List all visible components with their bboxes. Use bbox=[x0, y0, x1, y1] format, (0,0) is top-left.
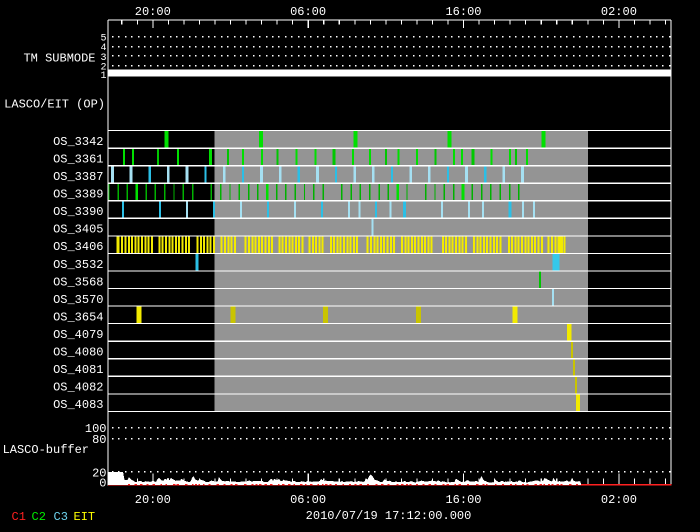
svg-text:OS_3532: OS_3532 bbox=[53, 258, 103, 272]
svg-text:OS_3570: OS_3570 bbox=[53, 293, 103, 307]
svg-text:OS_3405: OS_3405 bbox=[53, 223, 103, 237]
svg-text:C2: C2 bbox=[32, 510, 46, 524]
svg-text:OS_3342: OS_3342 bbox=[53, 135, 103, 149]
svg-text:100: 100 bbox=[85, 422, 107, 436]
svg-text:3: 3 bbox=[100, 53, 106, 64]
svg-text:06:00: 06:00 bbox=[290, 493, 326, 507]
svg-text:20: 20 bbox=[92, 467, 106, 481]
svg-text:80: 80 bbox=[92, 433, 106, 447]
svg-text:TM SUBMODE: TM SUBMODE bbox=[23, 52, 95, 66]
svg-text:1: 1 bbox=[100, 71, 106, 82]
svg-text:LASCO-buffer: LASCO-buffer bbox=[3, 443, 89, 457]
svg-text:0: 0 bbox=[99, 476, 106, 490]
svg-text:OS_3389: OS_3389 bbox=[53, 188, 103, 202]
svg-text:OS_4083: OS_4083 bbox=[53, 398, 103, 412]
svg-text:OS_4081: OS_4081 bbox=[53, 363, 103, 377]
svg-text:EIT: EIT bbox=[74, 510, 96, 524]
svg-text:OS_3361: OS_3361 bbox=[53, 153, 103, 167]
svg-text:C1: C1 bbox=[12, 510, 26, 524]
svg-text:OS_3406: OS_3406 bbox=[53, 240, 103, 254]
svg-text:20:00: 20:00 bbox=[135, 5, 171, 19]
svg-text:OS_4079: OS_4079 bbox=[53, 328, 103, 342]
svg-text:OS_3568: OS_3568 bbox=[53, 275, 103, 289]
svg-text:C3: C3 bbox=[54, 510, 68, 524]
svg-text:4: 4 bbox=[100, 43, 106, 54]
svg-text:OS_4082: OS_4082 bbox=[53, 381, 103, 395]
svg-text:OS_3390: OS_3390 bbox=[53, 205, 103, 219]
svg-text:OS_4080: OS_4080 bbox=[53, 346, 103, 360]
svg-text:20:00: 20:00 bbox=[135, 493, 171, 507]
svg-text:2010/07/19 17:12:00.000: 2010/07/19 17:12:00.000 bbox=[306, 509, 472, 523]
svg-text:02:00: 02:00 bbox=[601, 493, 637, 507]
svg-text:LASCO/EIT (OP): LASCO/EIT (OP) bbox=[4, 98, 105, 112]
svg-text:OS_3654: OS_3654 bbox=[53, 310, 103, 324]
svg-text:16:00: 16:00 bbox=[445, 493, 481, 507]
svg-text:06:00: 06:00 bbox=[290, 5, 326, 19]
svg-text:5: 5 bbox=[100, 33, 106, 44]
svg-text:OS_3387: OS_3387 bbox=[53, 170, 103, 184]
svg-text:2: 2 bbox=[100, 63, 106, 74]
svg-text:16:00: 16:00 bbox=[445, 5, 481, 19]
svg-text:02:00: 02:00 bbox=[601, 5, 637, 19]
